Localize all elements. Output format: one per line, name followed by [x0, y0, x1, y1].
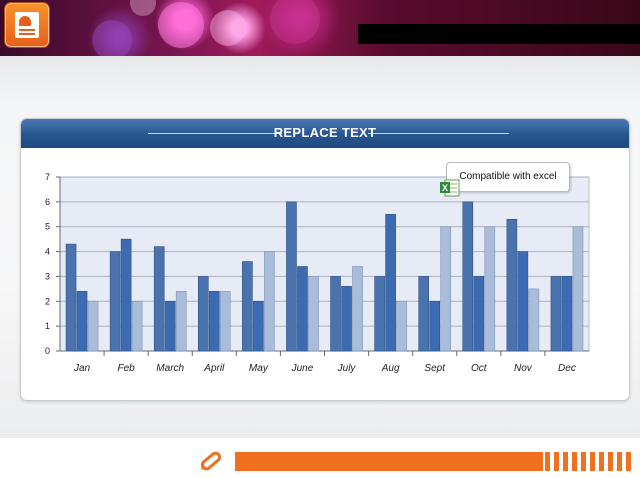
x-tick-label: Jan	[73, 363, 91, 374]
x-tick-label: Nov	[514, 363, 533, 374]
bar	[341, 286, 352, 352]
y-tick-label: 2	[45, 296, 50, 306]
bar	[462, 201, 474, 352]
x-tick-label: Feb	[118, 363, 136, 374]
y-tick-label: 4	[45, 247, 50, 257]
x-tick-label: Dec	[558, 363, 576, 374]
y-tick-label: 0	[45, 346, 50, 356]
footer-accent-bar	[235, 452, 543, 471]
excel-callout: Compatible with excel	[446, 162, 570, 192]
bar	[164, 300, 176, 352]
y-tick-label: 1	[45, 321, 50, 331]
footer-stripe	[617, 452, 622, 471]
bar	[517, 251, 529, 352]
footer-stripe	[581, 452, 586, 471]
x-tick-label: March	[156, 363, 184, 374]
y-tick-label: 7	[45, 172, 50, 182]
bar	[76, 291, 88, 352]
plot-area	[59, 176, 590, 352]
bar	[109, 251, 121, 352]
presentation-logo-icon	[5, 3, 49, 47]
bar	[175, 291, 187, 352]
bar	[253, 300, 264, 352]
footer-stripe	[590, 452, 595, 471]
bar	[219, 291, 231, 352]
bar	[65, 243, 77, 352]
bar	[264, 251, 275, 352]
panel-header: REPLACE TEXT	[21, 119, 629, 148]
bar	[484, 226, 496, 352]
bar	[561, 276, 573, 352]
bar	[208, 291, 220, 352]
bar	[286, 201, 297, 352]
bar	[396, 300, 407, 352]
svg-text:X: X	[442, 183, 448, 193]
bar	[197, 276, 209, 352]
footer-stripe	[554, 452, 559, 471]
bar	[528, 288, 540, 352]
bar	[550, 276, 562, 352]
bar	[473, 276, 485, 352]
bar	[308, 276, 319, 352]
pen-icon	[200, 451, 222, 471]
y-tick-label: 5	[45, 222, 50, 232]
bar	[385, 213, 396, 352]
y-tick-label: 3	[45, 271, 50, 281]
title-placeholder-bar	[358, 24, 640, 44]
bar	[87, 300, 99, 352]
x-tick-label: April	[203, 363, 225, 374]
footer-stripe	[572, 452, 577, 471]
excel-icon: X	[440, 179, 460, 197]
bar	[418, 276, 430, 352]
x-tick-label: May	[249, 363, 269, 374]
bar	[506, 218, 518, 352]
bar	[120, 238, 132, 352]
x-tick-label: Sept	[424, 363, 446, 374]
x-tick-label: July	[337, 363, 357, 374]
bar	[572, 226, 584, 352]
footer-stripe	[608, 452, 613, 471]
x-tick-label: Oct	[471, 363, 488, 374]
footer-stripe	[599, 452, 604, 471]
y-tick-label: 6	[45, 197, 50, 207]
panel-title[interactable]: REPLACE TEXT	[273, 125, 377, 140]
x-tick-label: June	[291, 363, 314, 374]
header-rule-left	[148, 133, 282, 134]
bar	[352, 266, 363, 352]
header-rule-right	[368, 133, 509, 134]
x-tick-label: Aug	[381, 363, 400, 374]
bar	[429, 300, 441, 352]
footer-stripe	[563, 452, 568, 471]
bar	[330, 276, 341, 352]
bar	[297, 266, 308, 352]
bar	[131, 300, 143, 352]
bar	[242, 261, 253, 352]
bar-chart: 0 1 2 3 4 5 6 7 Jan Feb March April May June July Aug Se…	[45, 172, 590, 374]
bar	[374, 276, 385, 352]
footer-stripe	[545, 452, 550, 471]
bar	[440, 226, 452, 352]
bar	[153, 246, 165, 352]
footer-stripe	[626, 452, 631, 471]
